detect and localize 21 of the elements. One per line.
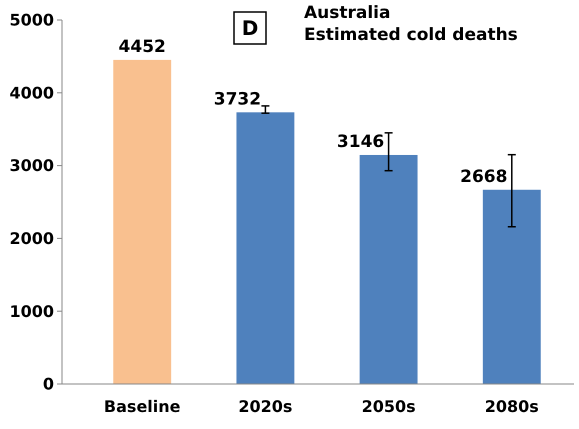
- x-tick-label: 2080s: [484, 397, 539, 416]
- y-tick-label: 1000: [9, 302, 54, 321]
- y-tick-label: 2000: [9, 229, 54, 248]
- data-label: 3732: [214, 89, 262, 110]
- data-label: 4452: [118, 36, 166, 57]
- data-label: 2668: [460, 166, 508, 187]
- chart-title: Australia: [304, 3, 390, 23]
- y-tick-label: 3000: [9, 156, 54, 176]
- annotation: D: [242, 16, 258, 40]
- bar: [113, 60, 172, 384]
- x-tick-label: 2020s: [238, 397, 292, 416]
- y-tick-label: 5000: [9, 10, 54, 30]
- bar: [482, 190, 541, 384]
- data-label: 3146: [336, 132, 384, 152]
- x-tick-label: Baseline: [104, 397, 181, 416]
- y-tick-label: 4000: [9, 83, 54, 102]
- y-tick-label: 0: [42, 374, 54, 394]
- x-tick-label: 2050s: [362, 397, 416, 416]
- chart-subtitle: Estimated cold deaths: [304, 25, 518, 45]
- bar: [360, 154, 418, 384]
- bar: [236, 112, 294, 384]
